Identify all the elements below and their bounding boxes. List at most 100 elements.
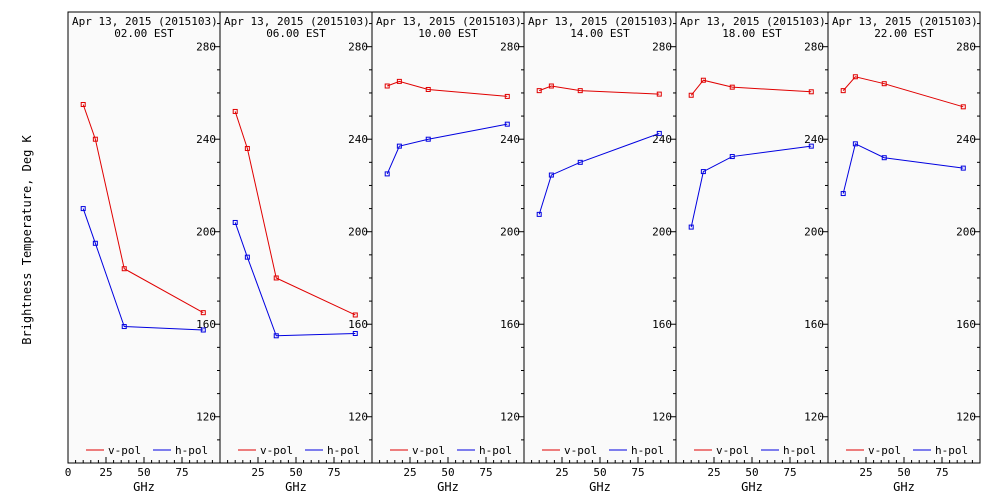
series-line-h-pol: [82, 208, 204, 331]
panel-frame: [219, 11, 373, 464]
data-point-v-pol: [729, 84, 735, 90]
data-point-v-pol: [504, 93, 510, 99]
legend-label: h-pol: [175, 444, 208, 457]
y-tick-label: 200: [956, 226, 976, 239]
data-point-v-pol: [840, 88, 846, 94]
data-point-v-pol: [352, 312, 358, 318]
data-point-h-pol: [396, 143, 402, 149]
data-point-h-pol: [700, 169, 706, 175]
y-tick-label: 240: [652, 133, 672, 146]
data-point-h-pol: [729, 154, 735, 160]
data-point-h-pol: [244, 254, 250, 260]
data-point-h-pol: [232, 219, 238, 225]
panel-subtitle: 10.00 EST: [418, 27, 478, 40]
x-tick-label: 75: [327, 466, 340, 479]
series-line-v-pol: [387, 80, 508, 97]
x-axis-title: GHz: [741, 480, 763, 494]
panel-subtitle: 22.00 EST: [874, 27, 934, 40]
data-point-v-pol: [700, 77, 706, 83]
data-point-v-pol: [536, 88, 542, 94]
x-axis-title: GHz: [893, 480, 915, 494]
panel-title: Apr 13, 2015 (2015103): [224, 15, 370, 28]
y-axis-title: Brightness Temperature, Deg K: [20, 134, 34, 344]
data-point-v-pol: [425, 86, 431, 92]
y-tick-label: 160: [804, 318, 824, 331]
data-point-h-pol: [808, 143, 814, 149]
x-tick-label: 0: [65, 466, 72, 479]
y-tick-label: 240: [804, 133, 824, 146]
x-tick-label: 25: [99, 466, 112, 479]
panel-subtitle: 06.00 EST: [266, 27, 326, 40]
y-tick-label: 240: [348, 133, 368, 146]
series-line-v-pol: [842, 76, 964, 108]
series-line-h-pol: [690, 145, 812, 228]
x-tick-label: 75: [935, 466, 948, 479]
data-point-v-pol: [548, 83, 554, 89]
y-tick-label: 120: [500, 411, 520, 424]
data-point-v-pol: [92, 136, 98, 142]
series-line-v-pol: [82, 104, 204, 314]
legend-label: v-pol: [108, 444, 141, 457]
series-line-v-pol: [539, 85, 660, 95]
y-tick-label: 200: [804, 226, 824, 239]
data-point-h-pol: [273, 333, 279, 339]
data-point-h-pol: [121, 324, 127, 330]
x-tick-label: 50: [897, 466, 910, 479]
y-tick-label: 120: [956, 411, 976, 424]
x-tick-label: 50: [745, 466, 758, 479]
data-point-v-pol: [960, 104, 966, 110]
data-point-h-pol: [425, 136, 431, 142]
panel-subtitle: 14.00 EST: [570, 27, 630, 40]
panel-frame: [827, 11, 981, 464]
x-tick-label: 50: [289, 466, 302, 479]
panel-frame: [675, 11, 829, 464]
x-axis-title: GHz: [437, 480, 459, 494]
data-point-v-pol: [656, 91, 662, 97]
x-tick-label: 75: [783, 466, 796, 479]
data-point-h-pol: [92, 240, 98, 246]
data-point-h-pol: [352, 330, 358, 336]
x-tick-label: 25: [707, 466, 720, 479]
series-line-v-pol: [234, 111, 356, 316]
data-point-v-pol: [384, 83, 390, 89]
x-tick-label: 25: [251, 466, 264, 479]
legend-label: h-pol: [783, 444, 816, 457]
legend-label: h-pol: [327, 444, 360, 457]
y-tick-label: 120: [804, 411, 824, 424]
y-tick-label: 160: [196, 318, 216, 331]
data-point-h-pol: [80, 206, 86, 212]
data-point-v-pol: [273, 275, 279, 281]
x-axis-title: GHz: [589, 480, 611, 494]
panel-title: Apr 13, 2015 (2015103): [832, 15, 978, 28]
y-tick-label: 200: [652, 226, 672, 239]
y-tick-label: 120: [652, 411, 672, 424]
legend-label: v-pol: [564, 444, 597, 457]
data-point-h-pol: [548, 172, 554, 178]
series-line-h-pol: [538, 132, 660, 215]
data-point-v-pol: [244, 145, 250, 151]
data-point-v-pol: [80, 102, 86, 108]
legend-label: h-pol: [631, 444, 664, 457]
y-tick-label: 120: [196, 411, 216, 424]
legend-label: v-pol: [260, 444, 293, 457]
data-point-h-pol: [504, 121, 510, 127]
data-point-h-pol: [536, 211, 542, 217]
y-tick-label: 280: [348, 41, 368, 54]
data-point-h-pol: [656, 130, 662, 136]
panel-subtitle: 02.00 EST: [114, 27, 174, 40]
y-tick-label: 240: [956, 133, 976, 146]
data-point-h-pol: [881, 155, 887, 161]
y-tick-label: 200: [348, 226, 368, 239]
x-axis-title: GHz: [133, 480, 155, 494]
y-tick-label: 280: [956, 41, 976, 54]
data-point-v-pol: [577, 88, 583, 94]
legend-label: h-pol: [935, 444, 968, 457]
panel-title: Apr 13, 2015 (2015103): [680, 15, 826, 28]
data-point-v-pol: [200, 310, 206, 316]
y-tick-label: 280: [196, 41, 216, 54]
data-point-h-pol: [200, 327, 206, 333]
y-tick-label: 200: [500, 226, 520, 239]
y-tick-label: 160: [500, 318, 520, 331]
y-tick-label: 160: [348, 318, 368, 331]
